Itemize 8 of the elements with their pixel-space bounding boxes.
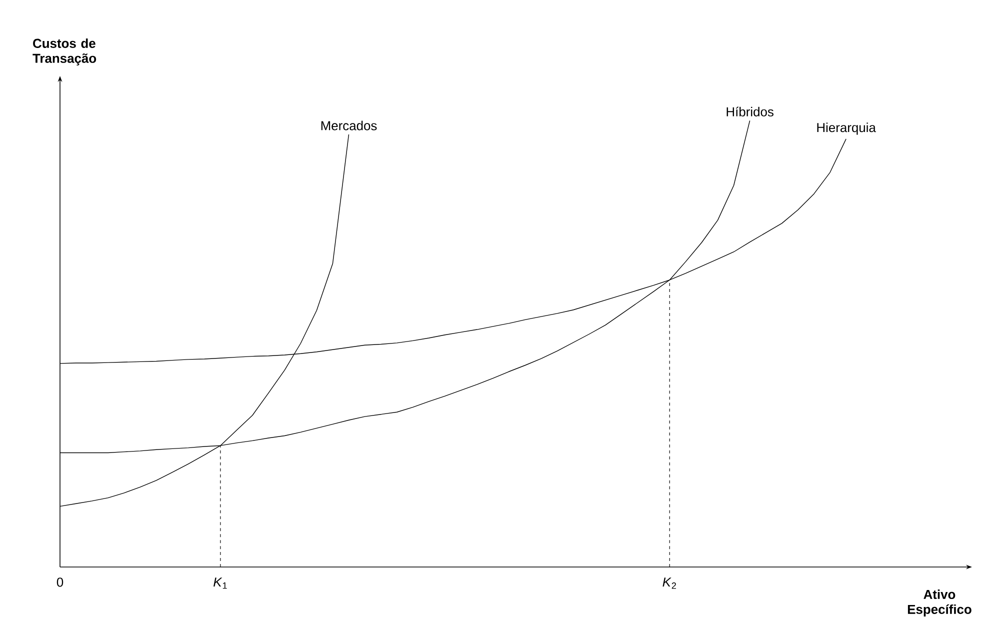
x-tick-label: K$_{2}$ <box>662 578 676 589</box>
series-label: Hierarquia <box>817 122 876 135</box>
x-tick-label: 0 <box>56 578 64 587</box>
x-tick-label: K$_{1}$ <box>214 578 227 589</box>
series-label: Mercados <box>321 120 377 130</box>
series-label: Híbridos <box>726 106 774 116</box>
y-axis-title: Custos de Transação <box>32 38 96 66</box>
x-axis-title: Ativo Específico <box>908 590 972 617</box>
